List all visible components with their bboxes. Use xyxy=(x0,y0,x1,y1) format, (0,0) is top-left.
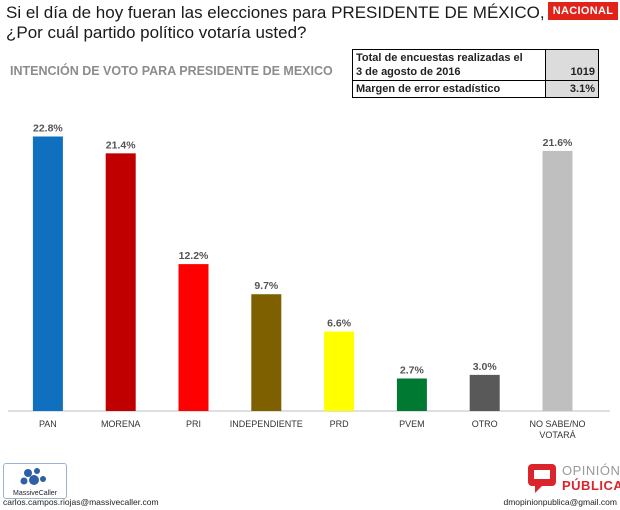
chart-subtitle: INTENCIÓN DE VOTO PARA PRESIDENTE DE MEX… xyxy=(10,64,333,78)
email-left: carlos.campos.riojas@massivecaller.com xyxy=(3,497,159,507)
surveys-label: Total de encuestas realizadas el 3 de ag… xyxy=(352,49,546,81)
data-label-pri: 12.2% xyxy=(179,250,209,262)
opinion-publica-logo: OPINIÓN PÚBLICA xyxy=(526,462,620,496)
massivecaller-logo: MassiveCaller xyxy=(3,463,67,499)
data-label-prd: 6.6% xyxy=(327,318,352,330)
bar-pri xyxy=(178,264,209,411)
bar-chart: 22.8% PAN 21.4% MORENA 12.2% PRI 9.7% INDEPENDI… xyxy=(8,122,610,440)
category-label-prd: PRD xyxy=(330,419,350,429)
category-label-otro: OTRO xyxy=(472,419,498,429)
bar-pvem xyxy=(396,378,427,411)
category-label-no-sabe-no-votar-2: VOTARÁ xyxy=(539,430,575,440)
nacional-badge: NACIONAL xyxy=(548,2,618,20)
email-right: dmopinionpublica@gmail.com xyxy=(503,497,617,507)
category-label-pan: PAN xyxy=(39,419,57,429)
question-text: Si el día de hoy fueran las elecciones p… xyxy=(6,3,546,43)
category-label-morena: MORENA xyxy=(101,419,141,429)
bar-pan xyxy=(32,136,63,411)
bar-independiente xyxy=(251,294,282,411)
speech-bubble-icon xyxy=(528,464,556,493)
data-label-morena: 21.4% xyxy=(106,139,136,151)
bar-prd xyxy=(324,331,355,411)
stats-row-margin: Margen de error estadístico 3.1% xyxy=(352,80,599,98)
margin-label: Margen de error estadístico xyxy=(352,80,546,98)
bar-morena xyxy=(105,153,136,411)
data-label-independiente: 9.7% xyxy=(254,280,279,292)
surveys-label-line-2: 3 de agosto de 2016 xyxy=(356,66,461,78)
massivecaller-logo-text: MassiveCaller xyxy=(13,490,57,497)
data-label-no-sabe-no-votar: 21.6% xyxy=(543,137,573,149)
opinion-publica-line-2: PÚBLICA xyxy=(562,478,620,493)
question-line-2: ¿Por cuál partido político votaría usted… xyxy=(6,23,307,42)
survey-stats-table: Total de encuestas realizadas el 3 de ag… xyxy=(352,49,599,98)
category-label-pvem: PVEM xyxy=(399,419,425,429)
surveys-value: 1019 xyxy=(545,49,599,81)
margin-value: 3.1% xyxy=(545,80,599,98)
category-label-pri: PRI xyxy=(186,419,201,429)
stats-row-surveys: Total de encuestas realizadas el 3 de ag… xyxy=(352,49,599,81)
bar-no-sabe-no-votar xyxy=(542,150,573,411)
data-label-pvem: 2.7% xyxy=(400,364,425,376)
opinion-publica-line-1: OPINIÓN xyxy=(562,463,620,478)
category-label-no-sabe-no-votar-1: NO SABE/NO xyxy=(529,419,585,429)
bar-otro xyxy=(469,374,500,411)
category-label-independiente: INDEPENDIENTE xyxy=(230,419,303,429)
surveys-label-line-1: Total de encuestas realizadas el xyxy=(356,52,523,64)
question-line-1: Si el día de hoy fueran las elecciones p… xyxy=(6,3,545,22)
data-label-otro: 3.0% xyxy=(473,361,498,373)
data-label-pan: 22.8% xyxy=(33,122,63,134)
massivecaller-dots-icon xyxy=(20,468,46,485)
